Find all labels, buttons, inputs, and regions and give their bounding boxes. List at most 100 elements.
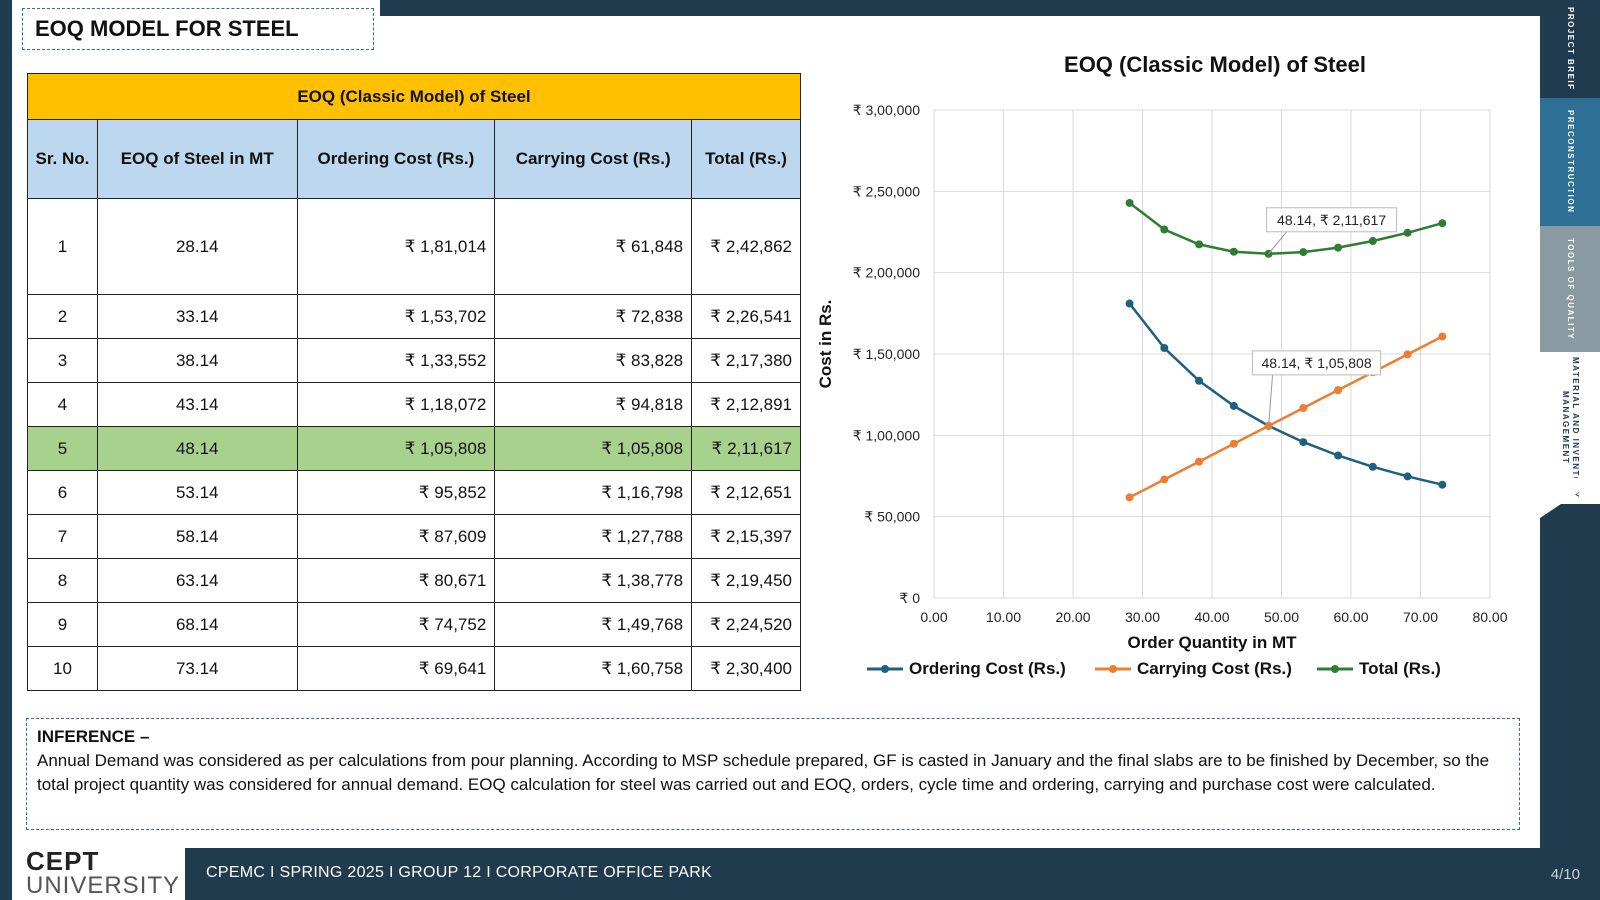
data-point	[1160, 225, 1169, 234]
legend-swatch-marker	[1109, 665, 1117, 673]
cell-carrying-cost: ₹ 1,16,798	[494, 470, 693, 515]
callout-box	[1252, 350, 1382, 376]
cell-sr-no: 10	[27, 646, 98, 691]
cell-sr-no: 5	[27, 426, 98, 471]
data-point	[1368, 462, 1377, 471]
data-point	[1299, 404, 1308, 413]
data-point	[1438, 332, 1447, 341]
cell-eoq: 53.14	[96, 470, 298, 515]
cell-sr-no: 6	[27, 470, 98, 515]
table-caption-row: EOQ (Classic Model) of Steel	[27, 73, 801, 120]
y-tick-label: ₹ 0	[899, 590, 920, 606]
eoq-table-container: EOQ (Classic Model) of Steel Sr. No. EOQ…	[27, 73, 801, 691]
cell-carrying-cost: ₹ 1,60,758	[494, 646, 693, 691]
cell-eoq: 73.14	[96, 646, 298, 691]
data-point	[1368, 237, 1377, 246]
y-axis-label: Cost in Rs.	[816, 300, 835, 389]
cell-sr-no: 1	[27, 198, 98, 295]
cell-total: ₹ 2,15,397	[691, 514, 801, 559]
rail-tab-project-brief[interactable]: PROJECT BREIF	[1540, 0, 1600, 98]
cell-ordering-cost: ₹ 74,752	[296, 602, 496, 647]
slide-title: EOQ MODEL FOR STEEL	[35, 16, 299, 41]
data-point	[1334, 243, 1343, 252]
x-tick-label: 20.00	[1055, 609, 1090, 625]
data-point	[1299, 438, 1308, 447]
data-point	[1403, 228, 1412, 237]
y-tick-label: ₹ 2,50,000	[853, 183, 921, 199]
cell-total: ₹ 2,11,617	[691, 426, 801, 471]
table-caption: EOQ (Classic Model) of Steel	[27, 73, 801, 120]
series-line-0	[1128, 302, 1443, 486]
data-point	[1229, 439, 1238, 448]
cell-sr-no: 4	[27, 382, 98, 427]
data-point	[1229, 401, 1238, 410]
table-row: 1 28.14 ₹ 1,81,014 ₹ 61,848 ₹ 2,42,862	[27, 198, 801, 295]
data-point	[1125, 493, 1134, 502]
slide-title-box: EOQ MODEL FOR STEEL	[22, 8, 374, 50]
data-point	[1195, 457, 1204, 466]
data-point	[1438, 480, 1447, 489]
rail-tab-preconstruction[interactable]: PRECONSTRUCTION	[1540, 98, 1600, 226]
cell-ordering-cost: ₹ 1,53,702	[296, 294, 496, 339]
cell-total: ₹ 2,42,862	[691, 198, 801, 295]
cell-carrying-cost: ₹ 1,49,768	[494, 602, 693, 647]
data-point	[1229, 247, 1238, 256]
cell-total: ₹ 2,12,891	[691, 382, 801, 427]
x-axis-label: Order Quantity in MT	[1127, 633, 1297, 652]
table-row: 6 53.14 ₹ 95,852 ₹ 1,16,798 ₹ 2,12,651	[27, 470, 801, 515]
cell-ordering-cost: ₹ 1,33,552	[296, 338, 496, 383]
cell-ordering-cost: ₹ 87,609	[296, 514, 496, 559]
cept-university-logo: CEPT UNIVERSITY	[26, 846, 179, 898]
x-tick-label: 50.00	[1264, 609, 1299, 625]
cell-ordering-cost: ₹ 69,641	[296, 646, 496, 691]
cell-carrying-cost: ₹ 83,828	[494, 338, 693, 383]
cell-sr-no: 9	[27, 602, 98, 647]
cell-carrying-cost: ₹ 72,838	[494, 294, 693, 339]
cell-total: ₹ 2,12,651	[691, 470, 801, 515]
logo-line-1: CEPT	[26, 846, 100, 876]
cell-sr-no: 2	[27, 294, 98, 339]
y-tick-label: ₹ 2,00,000	[853, 265, 921, 281]
cell-eoq: 48.14	[96, 426, 298, 471]
cell-sr-no: 3	[27, 338, 98, 383]
cell-carrying-cost: ₹ 61,848	[494, 198, 693, 295]
y-tick-label: ₹ 1,00,000	[853, 427, 921, 443]
footer-text: CPEMC I SPRING 2025 I GROUP 12 I CORPORA…	[206, 864, 713, 881]
cell-carrying-cost: ₹ 1,38,778	[494, 558, 693, 603]
cell-eoq: 58.14	[96, 514, 298, 559]
cell-eoq: 28.14	[96, 198, 298, 295]
data-point	[1125, 299, 1134, 308]
cell-carrying-cost: ₹ 94,818	[494, 382, 693, 427]
cell-total: ₹ 2,24,520	[691, 602, 801, 647]
cell-total: ₹ 2,30,400	[691, 646, 801, 691]
header-total: Total (Rs.)	[691, 119, 801, 199]
rail-tab-tools-of-quality[interactable]: TOOLS OF QUALITY	[1540, 226, 1600, 352]
left-frame-band	[0, 0, 12, 900]
header-carrying-cost: Carrying Cost (Rs.)	[494, 119, 693, 199]
inference-heading: INFERENCE –	[37, 727, 150, 746]
legend-swatch-marker	[1331, 665, 1339, 673]
rail-tab-label: MATERIAL AND INVENTORY MANAGEMENT	[1561, 357, 1580, 499]
header-eoq: EOQ of Steel in MT	[96, 119, 298, 199]
section-rail: PROJECT BREIF PRECONSTRUCTION TOOLS OF Q…	[1540, 0, 1600, 900]
cell-eoq: 63.14	[96, 558, 298, 603]
x-tick-label: 40.00	[1194, 609, 1229, 625]
data-point	[1160, 343, 1169, 352]
table-row: 4 43.14 ₹ 1,18,072 ₹ 94,818 ₹ 2,12,891	[27, 382, 801, 427]
top-frame-band	[380, 0, 1540, 16]
cell-sr-no: 7	[27, 514, 98, 559]
chart-title: EOQ (Classic Model) of Steel	[1064, 52, 1366, 77]
table-header-row: Sr. No. EOQ of Steel in MT Ordering Cost…	[27, 119, 801, 199]
cell-eoq: 33.14	[96, 294, 298, 339]
inference-body: Annual Demand was considered as per calc…	[37, 751, 1490, 794]
y-tick-label: ₹ 50,000	[864, 509, 920, 525]
cell-eoq: 38.14	[96, 338, 298, 383]
data-point	[1403, 350, 1412, 359]
y-tick-label: ₹ 3,00,000	[853, 102, 921, 118]
x-tick-label: 0.00	[920, 609, 947, 625]
legend-label: Total (Rs.)	[1359, 659, 1441, 678]
data-point	[1438, 219, 1447, 228]
cell-carrying-cost: ₹ 1,27,788	[494, 514, 693, 559]
data-point	[1160, 475, 1169, 484]
x-tick-label: 60.00	[1333, 609, 1368, 625]
